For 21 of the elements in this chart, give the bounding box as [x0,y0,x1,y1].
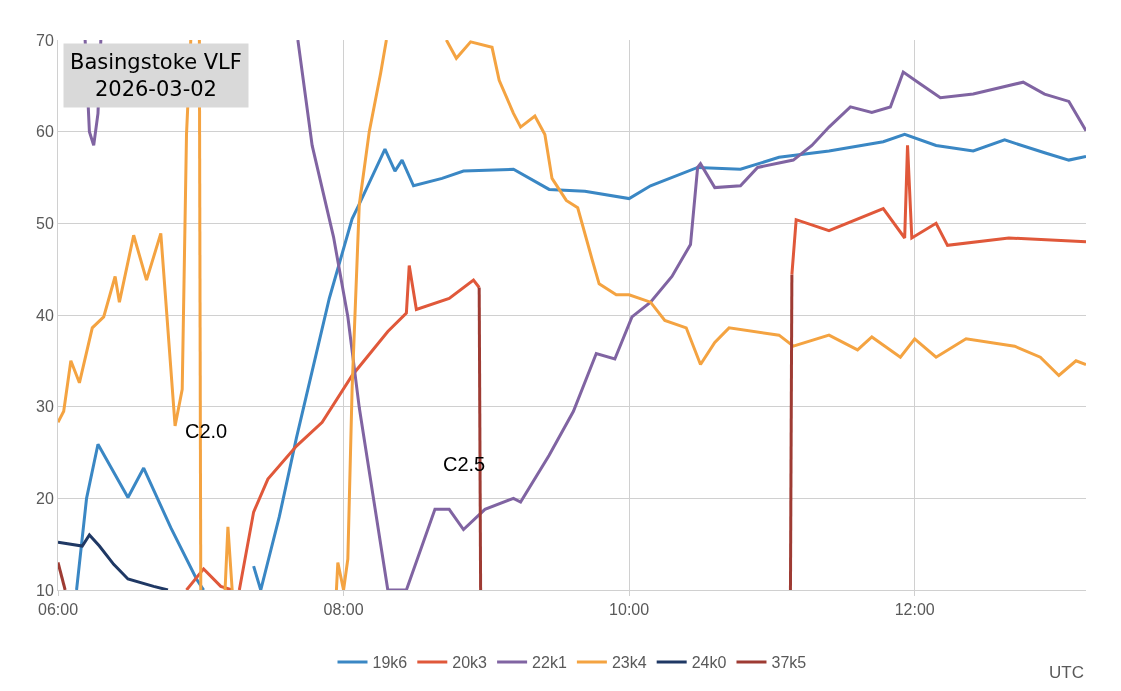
y-tick-label: 30 [36,398,54,416]
y-tick-label: 70 [36,31,54,49]
legend-label: 22k1 [532,654,567,672]
y-tick-label: 20 [36,489,54,507]
legend-label: 23k4 [611,654,647,672]
x-axis-title: UTC [1049,663,1084,682]
x-tick-label: 06:00 [37,601,79,619]
y-tick-label: 10 [36,581,54,599]
legend-label: 24k0 [691,654,727,672]
x-tick-label: 10:00 [609,601,650,619]
text: 2026-03-02 [94,77,217,102]
y-tick-label: 40 [36,306,54,324]
y-tick-label: 50 [36,214,54,232]
text: Basingstoke VLF [70,50,242,74]
legend-label: 37k5 [771,654,807,672]
line-series [58,533,170,590]
x-tick-label: 08:00 [323,601,364,619]
y-tick-label: 60 [36,123,54,141]
legend-label: 19k6 [372,654,408,672]
legend-label: 20k3 [452,654,488,672]
x-tick-label: 12:00 [894,601,935,619]
